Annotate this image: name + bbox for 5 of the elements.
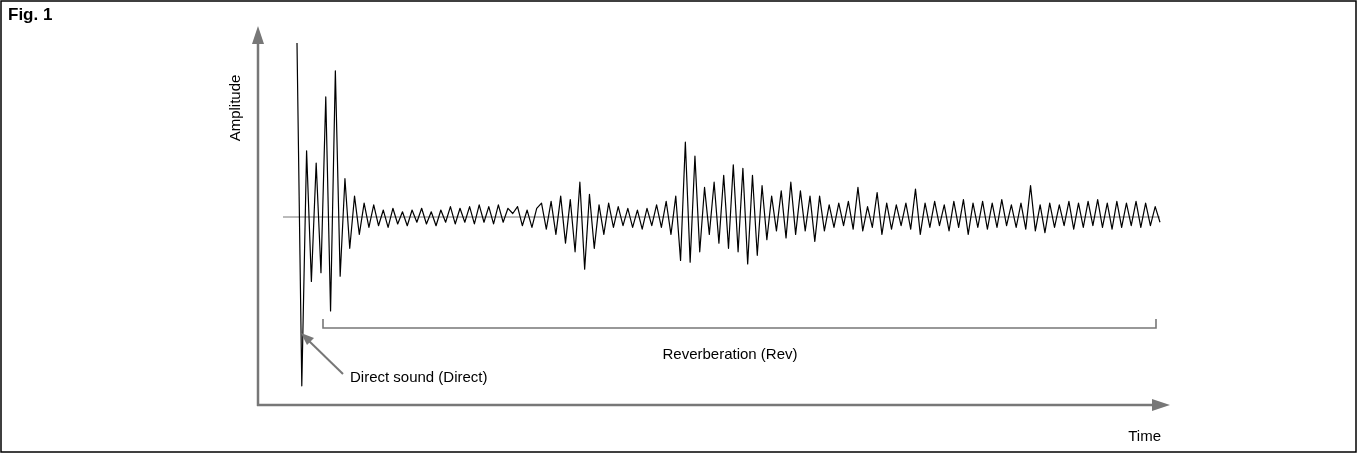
y-axis-title: Amplitude: [226, 74, 243, 142]
x-axis-title: Time: [1128, 427, 1161, 444]
annotation: Reverberation (Rev): [662, 345, 798, 362]
annotation: Direct sound (Direct): [350, 368, 488, 385]
text: Fig. 1: [8, 5, 53, 24]
